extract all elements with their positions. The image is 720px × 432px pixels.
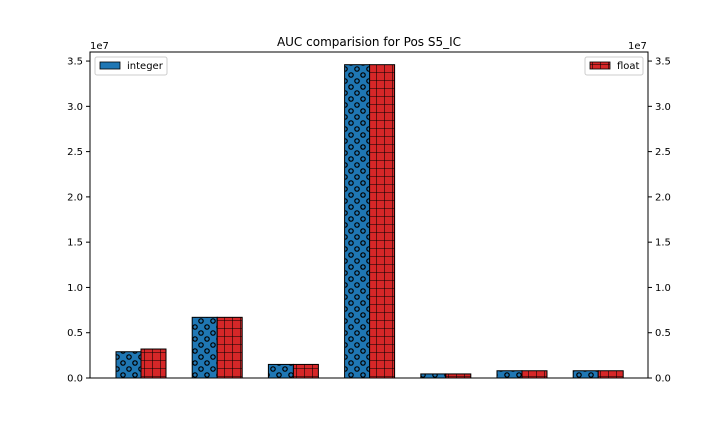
left-tick-label: 2.5 [67,147,83,158]
chart-title: AUC comparision for Pos S5_IC [277,35,461,49]
legend-label-integer: integer [127,61,164,72]
left-offset-label: 1e7 [90,41,109,52]
right-tick-label: 0.5 [655,328,671,339]
legend-integer: integer [94,56,168,76]
bar-float-5 [445,373,472,379]
bar-integer-4 [344,64,371,379]
bar-float-3 [292,363,319,379]
legend-swatch-integer [99,61,121,70]
legend-frame [94,56,168,76]
left-tick-label: 0.5 [67,328,83,339]
right-tick-label: 3.0 [655,102,671,113]
legend-frame [584,56,644,76]
left-y-axis: 0.0 0.5 1.0 1.5 2.0 2.5 3.0 3.5 [67,57,90,385]
left-tick-label: 3.0 [67,102,83,113]
right-tick-label: 2.5 [655,147,671,158]
right-tick-label: 1.5 [655,238,671,249]
bar-integer-6 [496,370,523,379]
left-tick-label: 1.5 [67,238,83,249]
plot-frame [89,51,649,379]
bar-integer-7 [572,370,599,379]
bar-integer-1 [115,351,142,379]
bar-integer-2 [191,316,218,379]
bar-float-6 [521,370,548,379]
bar-float-2 [216,316,243,379]
bar-float-1 [140,348,167,379]
legend-label-float: float [617,61,640,72]
left-tick-label: 3.5 [67,57,83,68]
left-tick-label: 1.0 [67,283,83,294]
left-tick-label: 2.0 [67,192,83,203]
right-tick-label: 1.0 [655,283,671,294]
legend-float: float [584,56,644,76]
right-tick-label: 2.0 [655,192,671,203]
right-tick-label: 0.0 [655,374,671,385]
bar-float-4 [369,64,396,379]
right-y-axis: 0.0 0.5 1.0 1.5 2.0 2.5 3.0 3.5 [648,57,671,385]
bar-float-7 [597,370,624,379]
bar-integer-5 [420,373,447,379]
legend-swatch-float [589,61,611,70]
bars-layer [115,64,624,379]
left-tick-label: 0.0 [67,374,83,385]
right-tick-label: 3.5 [655,57,671,68]
bar-integer-3 [267,363,294,379]
right-offset-label: 1e7 [628,41,647,52]
